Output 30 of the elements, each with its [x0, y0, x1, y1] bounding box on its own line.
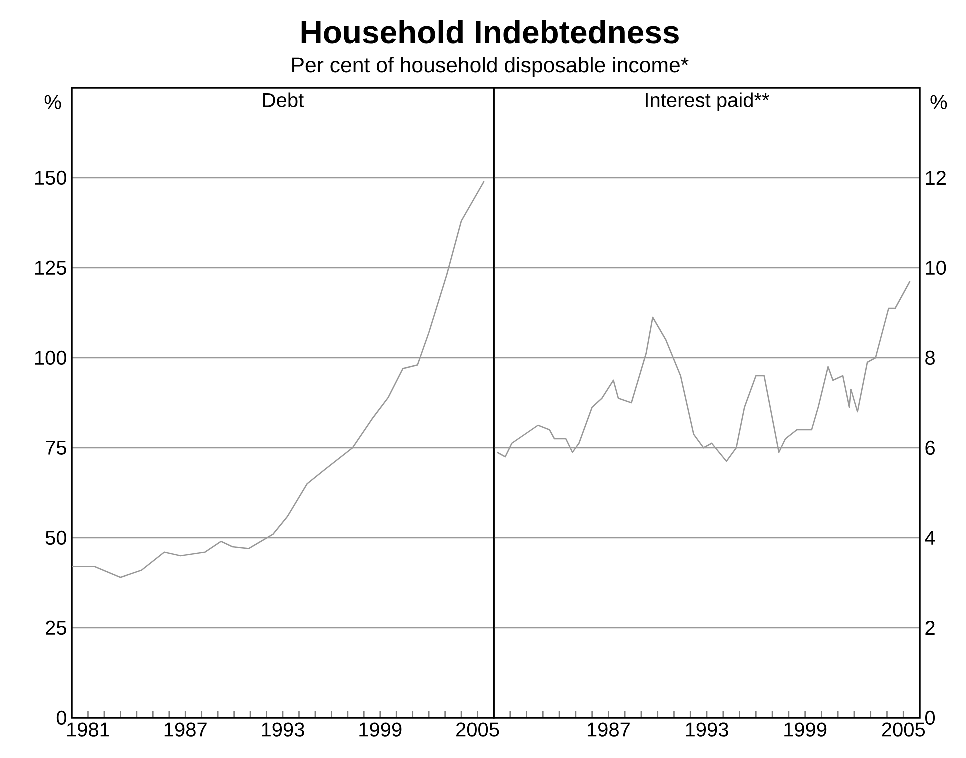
- text: Interest paid**: [646, 92, 770, 112]
- chart-title: Household Indebtedness: [302, 20, 679, 44]
- y2-tick-label: 2: [926, 621, 935, 635]
- line-series: [496, 280, 911, 462]
- y2-tick-label: 10: [926, 260, 946, 276]
- y2-tick-label: 12: [926, 171, 946, 185]
- x-tick-label: 1999: [784, 722, 827, 737]
- x-tick-label: 1999: [360, 722, 402, 737]
- text: Debt: [264, 92, 304, 108]
- y2-axis-title: %: [930, 95, 948, 110]
- y-tick-label: 50: [46, 530, 66, 546]
- x-tick-label: 2005: [456, 722, 500, 737]
- x-tick-label: 1993: [686, 722, 728, 737]
- y-tick-label: 100: [35, 350, 66, 366]
- x-tick-label: 1987: [588, 722, 630, 737]
- y-tick-label: 25: [46, 620, 66, 636]
- x-tick-label: 1993: [262, 722, 304, 737]
- y2-tick-label: 4: [925, 531, 936, 545]
- x-tick-label: 1987: [164, 722, 207, 737]
- y2-tick-label: 8: [926, 350, 935, 366]
- y2-tick-label: 0: [925, 710, 936, 726]
- y-axis-title: %: [44, 95, 62, 110]
- y-tick-label: 125: [35, 260, 66, 276]
- x-tick-label: 2005: [882, 722, 926, 737]
- y-tick-label: 0: [56, 710, 67, 726]
- y-tick-label: 150: [35, 170, 66, 186]
- chart-subtitle: Per cent of household disposable income*: [292, 57, 689, 77]
- y-tick-label: 75: [46, 441, 66, 455]
- x-tick-label: 1981: [68, 722, 110, 737]
- y2-tick-label: 6: [926, 440, 935, 456]
